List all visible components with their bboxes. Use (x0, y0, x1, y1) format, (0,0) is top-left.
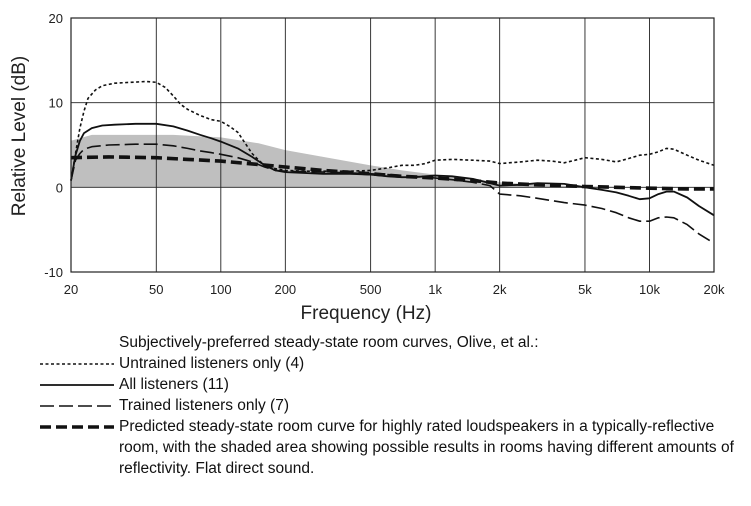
shaded-reflectivity-area (71, 134, 714, 188)
x-tick-label: 100 (210, 282, 232, 297)
x-tick-label: 2k (493, 282, 507, 297)
x-tick-label: 200 (274, 282, 296, 297)
series-line-4 (70, 155, 714, 191)
series-line-3 (70, 143, 715, 244)
y-tick-label: 10 (49, 96, 63, 111)
legend-swatch (40, 384, 114, 386)
legend-swatch (40, 405, 114, 407)
legend-item-2: All listeners (11) (40, 374, 745, 395)
legend-item-label: Predicted steady-state room curve for hi… (119, 418, 734, 477)
y-tick-label: 20 (49, 11, 63, 26)
legend-heading: Subjectively-preferred steady-state room… (119, 334, 539, 351)
plot-frame (70, 17, 715, 273)
legend-item-4: Predicted steady-state room curve for hi… (40, 416, 745, 479)
legend-item-3: Trained listeners only (7) (40, 395, 745, 416)
legend-swatch (40, 425, 114, 429)
x-tick-label: 1k (428, 282, 442, 297)
x-axis-label: Frequency (Hz) (301, 303, 432, 324)
legend-item-label: Trained listeners only (7) (119, 397, 289, 414)
series-line-2 (70, 122, 715, 217)
y-axis-label: Relative Level (dB) (9, 56, 30, 217)
legend-item-label: All listeners (11) (119, 376, 229, 393)
x-tick-label: 50 (149, 282, 163, 297)
legend-item-1: Untrained listeners only (4) (40, 353, 745, 374)
x-tick-label: 5k (578, 282, 592, 297)
x-tick-label: 20k (704, 282, 725, 297)
legend: Subjectively-preferred steady-state room… (40, 332, 745, 479)
x-tick-label: 500 (360, 282, 382, 297)
x-tick-label: 10k (639, 282, 660, 297)
series-layer (70, 80, 715, 244)
shaded-area-layer (71, 134, 714, 188)
x-tick-label: 20 (64, 282, 78, 297)
y-tick-label: -10 (44, 265, 63, 280)
y-tick-label: 0 (56, 180, 63, 195)
legend-swatch (40, 363, 114, 365)
legend-item-label: Untrained listeners only (4) (119, 355, 305, 372)
